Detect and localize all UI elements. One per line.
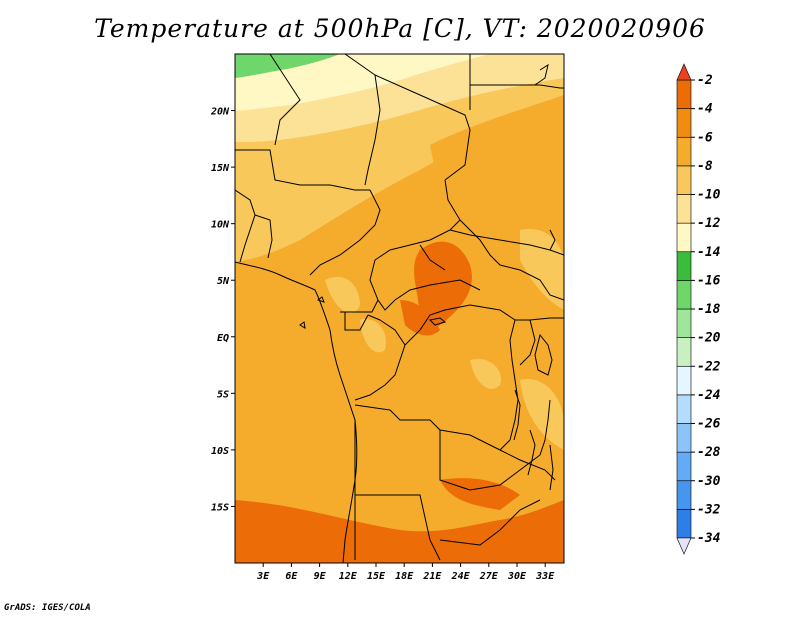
- band-patch-east-c: [520, 379, 564, 450]
- colorbar-swatch: [676, 280, 692, 310]
- band-minus6-northeast: [430, 95, 564, 220]
- lon-tick-label: 33E: [535, 571, 555, 582]
- colorbar-swatch: [676, 136, 692, 167]
- lon-tick-label: 21E: [422, 571, 442, 582]
- lon-tick-label: 9E: [314, 571, 327, 582]
- band-minus14-to-minus12: [235, 54, 340, 78]
- colorbar-swatch: [676, 308, 692, 338]
- band-minus4-to-minus2-south: [235, 500, 564, 563]
- band-minus4-central-b: [400, 300, 440, 336]
- latitude-axis: 20N 15N 10N 5N EQ 5S 10S 15S: [210, 107, 235, 513]
- band-patch-central-b: [360, 319, 386, 353]
- colorbar-swatch: [676, 509, 692, 539]
- colorbar-label: -34: [697, 531, 721, 546]
- map-frame: [234, 53, 565, 564]
- lat-tick-label: 15N: [211, 163, 230, 174]
- lon-tick-label: 3E: [256, 571, 270, 582]
- colorbar-label: -28: [697, 445, 721, 460]
- colorbar-label: -2: [697, 73, 713, 88]
- band-patch-central: [325, 276, 360, 313]
- lon-tick-label: 24E: [451, 571, 471, 582]
- colorbar-swatch: [676, 394, 692, 424]
- colorbar-label: -16: [697, 273, 721, 288]
- colorbar-swatch: [676, 337, 692, 367]
- band-minus12-to-minus10: [235, 54, 490, 111]
- colorbar-label: -8: [697, 159, 713, 174]
- lat-tick-label: 15S: [211, 502, 229, 513]
- lat-tick-label: EQ: [217, 333, 229, 344]
- colorbar-label: -24: [697, 388, 721, 403]
- colorbar-label: -4: [697, 102, 713, 117]
- colorbar: -34 -32 -30 -28 -26 -24 -22 -20 -18 -16 -14 -12 -10 -…: [676, 63, 721, 555]
- grads-credit: GrADS: IGES/COLA: [4, 603, 91, 613]
- lat-tick-label: 10S: [211, 446, 229, 457]
- colorbar-swatch: [676, 251, 692, 281]
- colorbar-swatch: [676, 423, 692, 453]
- lon-tick-label: 12E: [339, 571, 358, 582]
- lon-tick-label: 18E: [395, 571, 414, 582]
- colorbar-swatch: [676, 108, 692, 138]
- colorbar-label: -26: [697, 417, 721, 432]
- colorbar-label: -10: [697, 188, 721, 203]
- lon-tick-label: 6E: [285, 571, 298, 582]
- colorbar-swatch: [676, 451, 692, 482]
- band-minus4-central: [414, 241, 472, 329]
- colorbar-label: -30: [697, 474, 721, 489]
- lon-tick-label: 27E: [479, 571, 499, 582]
- colorbar-label: -6: [697, 130, 713, 145]
- country-borders: [235, 54, 564, 563]
- band-patch-east: [520, 229, 564, 310]
- colorbar-high-arrow: [676, 63, 692, 81]
- colorbar-swatch: [676, 365, 692, 396]
- lat-tick-label: 10N: [211, 220, 230, 231]
- colorbar-label: -32: [697, 502, 721, 517]
- colorbar-label: -18: [697, 302, 721, 317]
- colorbar-swatch: [676, 79, 692, 109]
- band-patch-east-b: [470, 359, 501, 389]
- colorbar-swatch: [676, 194, 692, 224]
- colorbar-label: -14: [697, 245, 721, 260]
- colorbar-label: -20: [697, 331, 721, 346]
- lon-tick-label: 15E: [367, 571, 386, 582]
- lat-tick-label: 5N: [217, 276, 230, 287]
- band-minus4-south-lobe: [440, 478, 520, 510]
- colorbar-low-arrow: [676, 537, 692, 555]
- temperature-shading: [235, 54, 564, 563]
- chart-title: Temperature at 500hPa [C], VT: 202002090…: [94, 14, 706, 43]
- colorbar-swatch: [676, 480, 692, 510]
- longitude-axis: 3E 6E 9E 12E 15E 18E 21E 24E 27E 30E 33E: [256, 563, 555, 582]
- colorbar-swatch: [676, 165, 692, 195]
- lon-tick-label: 30E: [507, 571, 527, 582]
- colorbar-label: -12: [697, 216, 721, 231]
- lat-tick-label: 5S: [217, 389, 229, 400]
- colorbar-label: -22: [697, 359, 721, 374]
- lat-tick-label: 20N: [210, 107, 230, 118]
- colorbar-swatch: [676, 222, 692, 253]
